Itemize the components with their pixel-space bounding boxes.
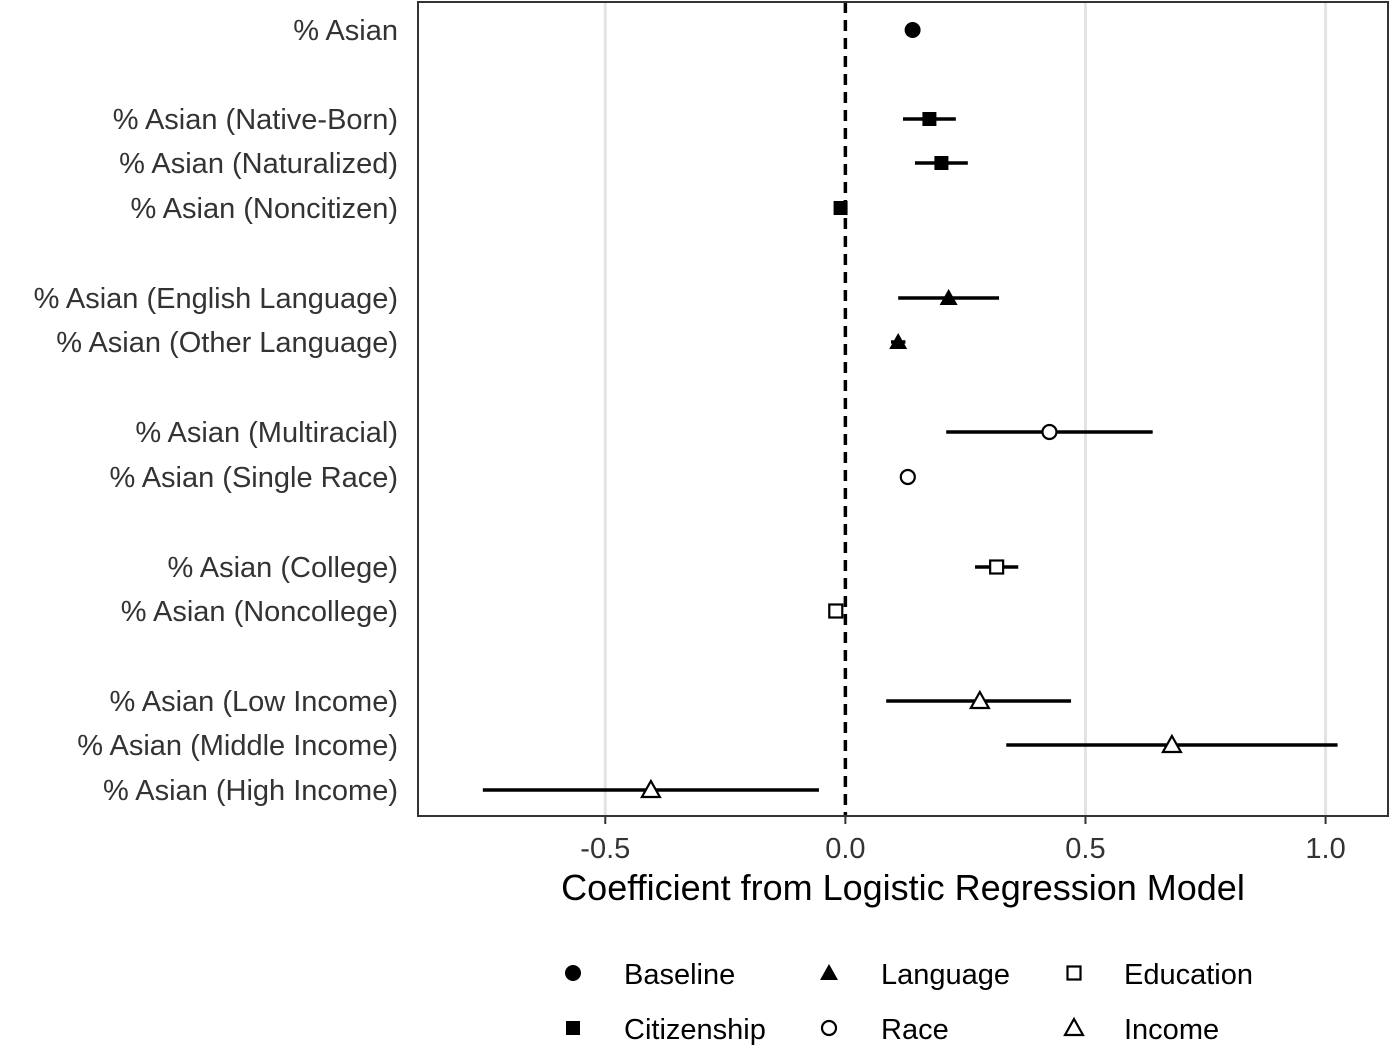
point-2 bbox=[934, 156, 949, 170]
grid-lines bbox=[603, 2, 1328, 816]
legend-label-race: Race bbox=[881, 1014, 949, 1046]
legend-key-baseline bbox=[565, 965, 581, 981]
y-label-5: % Asian (Other Language) bbox=[56, 327, 398, 359]
point-3 bbox=[833, 201, 848, 215]
x-tick-label-2: 0.5 bbox=[1065, 833, 1105, 865]
y-label-11: % Asian (Middle Income) bbox=[77, 730, 398, 762]
point-0 bbox=[904, 22, 921, 38]
legend-key-income bbox=[1063, 1016, 1085, 1037]
panel-border bbox=[417, 1, 1389, 817]
y-label-0: % Asian bbox=[293, 15, 398, 47]
y-label-3: % Asian (Noncitizen) bbox=[130, 193, 398, 225]
legend-key-language bbox=[820, 964, 838, 980]
point-12 bbox=[640, 778, 662, 799]
point-1 bbox=[922, 112, 937, 126]
legend-key-education bbox=[1066, 965, 1082, 981]
point-10 bbox=[968, 689, 991, 710]
point-7 bbox=[899, 468, 916, 486]
x-tick-label-1: 0.0 bbox=[825, 833, 865, 865]
legend-label-baseline: Baseline bbox=[624, 959, 735, 991]
legend-label-income: Income bbox=[1124, 1014, 1219, 1046]
legend-label-citizenship: Citizenship bbox=[624, 1014, 766, 1046]
y-label-8: % Asian (College) bbox=[168, 552, 399, 584]
x-tick-label-3: 1.0 bbox=[1305, 833, 1345, 865]
y-label-6: % Asian (Multiracial) bbox=[135, 417, 398, 449]
point-9 bbox=[828, 603, 844, 619]
point-4 bbox=[939, 289, 958, 305]
y-label-12: % Asian (High Income) bbox=[103, 775, 398, 807]
legend-label-language: Language bbox=[881, 959, 1010, 991]
y-label-9: % Asian (Noncollege) bbox=[121, 596, 398, 628]
error-bars bbox=[482, 28, 1338, 792]
data-points bbox=[640, 22, 1183, 799]
point-11 bbox=[1161, 733, 1183, 754]
point-6 bbox=[1041, 423, 1058, 441]
x-axis-ticks: -0.5 0.0 0.5 1.0 bbox=[580, 816, 1346, 865]
x-tick-label-0: -0.5 bbox=[580, 833, 630, 865]
y-label-2: % Asian (Naturalized) bbox=[119, 148, 398, 180]
y-label-4: % Asian (English Language) bbox=[34, 283, 398, 315]
y-axis-labels: % Asian % Asian (Native-Born) % Asian (Nat… bbox=[34, 15, 398, 807]
x-axis-title: Coefficient from Logistic Regression Mod… bbox=[561, 867, 1245, 908]
legend-label-education: Education bbox=[1124, 959, 1253, 991]
legend-key-citizenship bbox=[566, 1021, 580, 1035]
y-label-1: % Asian (Native-Born) bbox=[113, 104, 398, 136]
point-8 bbox=[989, 559, 1005, 575]
y-label-10: % Asian (Low Income) bbox=[109, 686, 398, 718]
legend-key-race bbox=[820, 1019, 838, 1037]
legend: Baseline Language Education Citizenship Race… bbox=[565, 959, 1253, 1046]
y-label-7: % Asian (Single Race) bbox=[109, 462, 398, 494]
point-5 bbox=[889, 333, 908, 349]
